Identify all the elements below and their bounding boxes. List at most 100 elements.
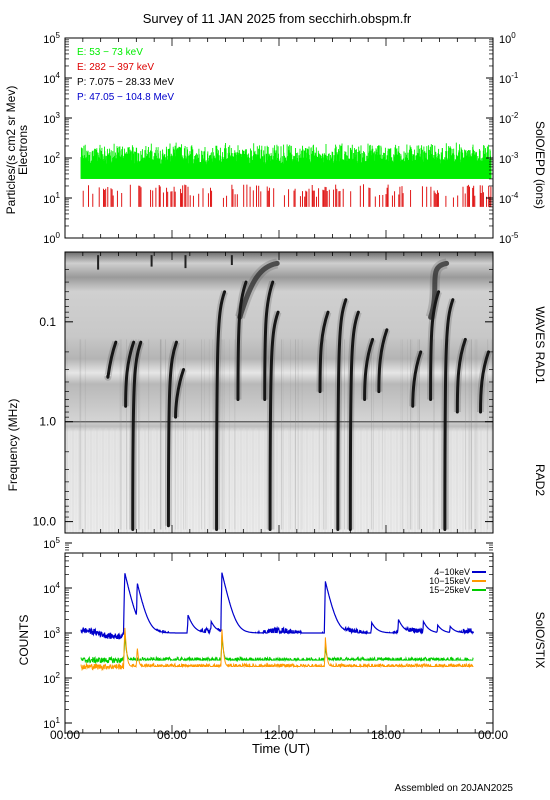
assembled-footer: Assembled on 20JAN2025 [395, 783, 514, 794]
stix-legend-label: 10−15keV [429, 576, 470, 586]
type-iii-burst-halo [453, 338, 469, 413]
particles-right-label: SolO/EPD (ions) [533, 121, 547, 209]
drift-arc-halo [235, 258, 279, 319]
particles-ytick-label: 101 [43, 191, 60, 206]
type-iii-burst [174, 367, 186, 419]
particles-legend-entry: P: 7.075 − 28.33 MeV [77, 77, 174, 88]
particles-ylabel-electrons: Electrons [16, 125, 30, 175]
particles-panel: 105 104 103 102 101 100 100 10-1 10-2 10-3 10-4 10-… [4, 31, 547, 246]
type-iii-burst [106, 340, 118, 379]
particles-plot-area [80, 142, 492, 207]
particles-y2tick-label: 10-5 [499, 231, 519, 246]
stix-15-25kev-series [80, 635, 474, 665]
type-iii-burst-halo [375, 328, 391, 392]
type-iii-burst [455, 337, 467, 414]
type-iii-burst-halo [104, 341, 120, 381]
particles-ylabel: Particles/(s cm2 sr Mev) [4, 86, 18, 215]
type-iii-burst [318, 310, 330, 394]
type-iii-burst [348, 310, 360, 532]
type-iii-burst [236, 280, 248, 402]
time-tick-label: 00:00 [478, 728, 508, 742]
type-iii-burst [166, 340, 178, 528]
particles-y2tick-label: 10-1 [499, 71, 519, 86]
particles-ytick-label: 105 [43, 31, 60, 46]
stix-4-10kev-series [80, 572, 474, 640]
drift-arc [237, 260, 280, 320]
stix-10-15kev-series [80, 627, 474, 672]
stix-plot-area [80, 572, 474, 672]
particles-legend-entry: E: 282 − 397 keV [77, 62, 154, 73]
type-iii-burst [443, 298, 455, 532]
top-blip [230, 255, 233, 266]
spectrogram-ytick-label: 1.0 [39, 415, 56, 429]
type-iii-burst [411, 350, 423, 408]
type-iii-burst [215, 290, 227, 532]
particles-legend-entry: P: 47.05 − 104.8 MeV [77, 92, 174, 103]
spectrogram-image [65, 252, 493, 533]
type-iii-burst-halo [129, 341, 145, 530]
type-iii-burst-halo [266, 310, 282, 530]
particles-y2tick-label: 100 [499, 31, 516, 46]
stix-right-label: SolO/STIX [533, 612, 547, 669]
type-iii-burst-halo [346, 310, 362, 530]
electrons-282-397kev-series [82, 184, 492, 207]
type-iii-burst-halo [334, 298, 350, 530]
electrons-53-73kev-band [81, 168, 492, 179]
stix-ylabel: COUNTS [17, 615, 31, 666]
time-tick-label: 18:00 [371, 728, 401, 742]
particles-ytick-label: 100 [43, 231, 60, 246]
type-iii-burst-halo [441, 298, 457, 530]
type-iii-burst-halo [234, 280, 250, 400]
type-iii-burst [131, 340, 143, 532]
type-iii-burst [268, 310, 280, 532]
time-axis: 00:00 06:00 12:00 18:00 00:00 [50, 38, 508, 742]
type-iii-burst [429, 290, 441, 402]
time-tick-label: 06:00 [157, 728, 187, 742]
time-axis-label: Time (UT) [252, 741, 310, 756]
stix-legend-label: 15−25keV [429, 585, 470, 595]
particles-ticks: 105 104 103 102 101 100 100 10-1 10-2 10-3 10-4 10-… [43, 31, 519, 246]
type-iii-burst [377, 328, 389, 394]
particles-y2tick-label: 10-4 [499, 191, 519, 206]
type-iii-burst-halo [122, 341, 137, 407]
stix-ticks: 105 104 103 102 101 [43, 536, 493, 731]
type-iii-burst-halo [261, 280, 277, 400]
type-iii-burst-halo [427, 290, 442, 400]
particles-y2tick-label: 10-2 [499, 111, 519, 126]
time-tick-label: 12:00 [264, 728, 294, 742]
spectrogram-ticks: 0.1 1.0 10.0 [33, 269, 493, 529]
top-blip [150, 255, 153, 267]
particles-ytick-label: 102 [43, 151, 60, 166]
type-iii-burst-halo [172, 368, 187, 418]
time-tick-label: 00:00 [50, 728, 80, 742]
type-iii-burst [479, 350, 491, 414]
type-iii-burst [124, 340, 136, 408]
type-iii-burst-halo [316, 310, 332, 392]
spectrogram-ytick-label: 0.1 [39, 315, 56, 329]
type-iii-burst-halo [361, 338, 376, 400]
stix-ytick-label: 104 [43, 581, 60, 596]
spectrogram-ylabel: Frequency (MHz) [6, 399, 20, 492]
stix-ytick-label: 102 [43, 671, 60, 686]
stix-ytick-label: 101 [43, 716, 60, 731]
spectrogram-panel: 0.1 1.0 10.0 Frequency (MHz) WAVES RAD1 RA… [6, 251, 547, 534]
stix-legend-label: 4−10keV [434, 567, 470, 577]
particles-y2tick-label: 10-3 [499, 151, 519, 166]
type-iii-burst-halo [213, 290, 228, 530]
waves-rad1-label: WAVES RAD1 [533, 306, 547, 384]
rad2-noise-texture [65, 428, 493, 533]
stix-ytick-label: 105 [43, 536, 60, 551]
figure-title: Survey of 11 JAN 2025 from secchirh.obsp… [143, 11, 412, 26]
type-iii-burst-halo [409, 350, 425, 407]
type-iii-burst-halo [164, 341, 180, 526]
spectrogram-bursts [65, 255, 493, 532]
particles-ytick-label: 104 [43, 71, 60, 86]
type-iii-burst [263, 280, 275, 402]
spectrogram-ytick-label: 10.0 [33, 515, 57, 529]
particles-ytick-label: 103 [43, 111, 60, 126]
stix-ytick-label: 103 [43, 626, 60, 641]
type-iii-burst [336, 298, 348, 532]
